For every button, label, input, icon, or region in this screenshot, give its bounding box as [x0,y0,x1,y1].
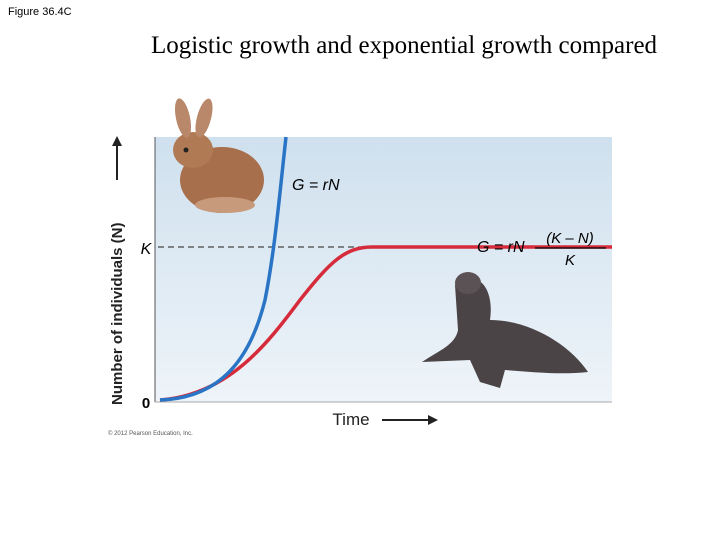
copyright: © 2012 Pearson Education, Inc. [108,430,193,437]
origin-label: 0 [142,395,150,412]
sea-lion-image [422,272,588,388]
rabbit-image [173,98,264,213]
logistic-equation-numerator: (K – N) [546,230,594,247]
k-label: K [141,241,153,258]
y-axis-label: Number of individuals (N) [109,222,126,405]
x-axis-arrowhead [428,415,438,425]
logistic-equation-denominator: K [565,252,576,269]
figure-label: Figure 36.4C [8,6,72,18]
y-axis-arrowhead [112,136,122,146]
logistic-equation-left: G = rN [477,239,525,256]
slide-title: Logistic growth and exponential growth c… [151,32,658,59]
x-axis-label: Time [332,410,369,429]
exponential-equation: G = rN [292,177,340,194]
exponential-curve [159,136,288,402]
